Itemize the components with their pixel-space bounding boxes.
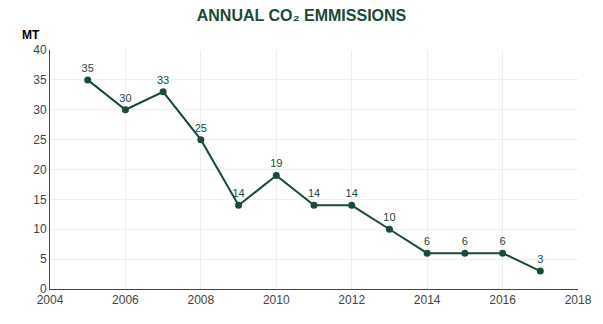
svg-text:5: 5: [40, 252, 47, 266]
svg-text:2004: 2004: [37, 293, 64, 307]
svg-text:14: 14: [346, 187, 358, 199]
svg-text:2006: 2006: [112, 293, 139, 307]
svg-text:25: 25: [33, 133, 47, 147]
svg-text:3: 3: [537, 253, 543, 265]
svg-text:35: 35: [82, 62, 94, 74]
svg-text:2016: 2016: [489, 293, 516, 307]
svg-text:40: 40: [33, 43, 47, 57]
svg-text:6: 6: [424, 235, 430, 247]
svg-text:19: 19: [270, 157, 282, 169]
svg-text:2012: 2012: [338, 293, 365, 307]
svg-text:2018: 2018: [565, 293, 592, 307]
svg-text:10: 10: [33, 222, 47, 236]
svg-text:15: 15: [33, 193, 47, 207]
svg-text:2014: 2014: [414, 293, 441, 307]
svg-text:35: 35: [33, 73, 47, 87]
svg-text:2010: 2010: [263, 293, 290, 307]
svg-text:14: 14: [232, 187, 244, 199]
svg-text:30: 30: [119, 92, 131, 104]
svg-text:2008: 2008: [188, 293, 215, 307]
svg-text:ANNUAL CO₂ EMMISSIONS: ANNUAL CO₂ EMMISSIONS: [197, 7, 407, 24]
svg-text:30: 30: [33, 103, 47, 117]
svg-text:0: 0: [40, 282, 47, 296]
svg-text:10: 10: [383, 211, 395, 223]
svg-text:14: 14: [308, 187, 320, 199]
svg-text:25: 25: [195, 122, 207, 134]
svg-text:MT: MT: [22, 28, 40, 42]
svg-text:6: 6: [462, 235, 468, 247]
svg-text:6: 6: [500, 235, 506, 247]
svg-text:20: 20: [33, 163, 47, 177]
svg-text:33: 33: [157, 74, 169, 86]
